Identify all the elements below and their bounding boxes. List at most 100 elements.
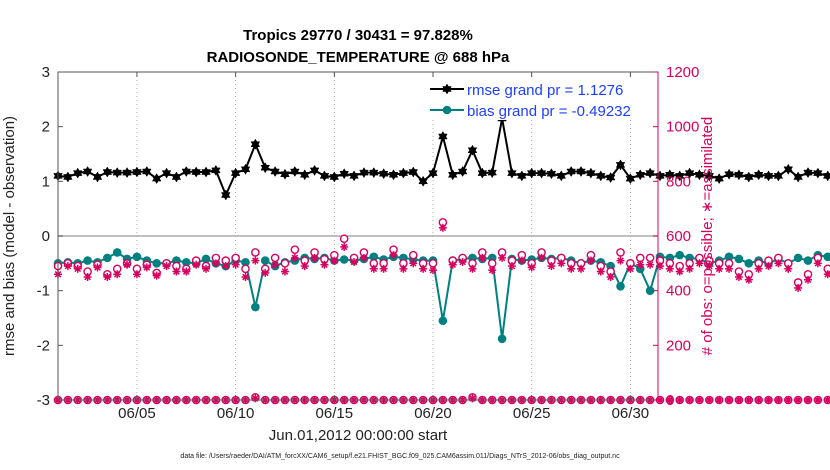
- data-point-possible: [428, 259, 438, 268]
- data-point-rmse: [615, 159, 626, 171]
- data-point-assimilated-bottom: [734, 396, 743, 404]
- data-point-rmse: [734, 169, 744, 181]
- data-point-assimilated-bottom: [813, 396, 822, 404]
- data-point-bias: [152, 259, 161, 268]
- legend-label-bias: bias grand pr = -0.49232: [467, 103, 631, 120]
- data-point-assimilated: [389, 251, 398, 260]
- data-point-assimilated: [616, 256, 625, 265]
- data-point-bias: [497, 334, 507, 344]
- data-point-assimilated: [241, 273, 250, 281]
- data-point-rmse: [566, 166, 576, 177]
- data-point-rmse: [161, 167, 172, 179]
- data-point-assimilated: [192, 260, 201, 269]
- data-point-assimilated: [182, 267, 191, 276]
- data-point-rmse: [388, 169, 399, 181]
- data-point-assimilated-bottom: [804, 396, 812, 404]
- data-point-assimilated: [409, 259, 418, 268]
- data-point-rmse: [803, 167, 813, 179]
- legend-marker-bias: [442, 105, 452, 115]
- data-point-assimilated: [655, 262, 664, 271]
- data-point-rmse: [694, 169, 705, 181]
- data-point-rmse: [595, 170, 606, 182]
- data-point-assimilated: [488, 266, 497, 275]
- data-point-assimilated: [419, 264, 428, 273]
- data-point-rmse: [744, 171, 754, 183]
- data-point-rmse: [220, 189, 231, 201]
- data-point-assimilated: [211, 259, 220, 268]
- x-axis-label: Jun.01,2012 00:00:00 start: [269, 427, 448, 444]
- data-point-assimilated: [93, 263, 102, 272]
- data-point-bias: [734, 254, 744, 264]
- data-point-assimilated: [310, 253, 319, 262]
- data-point-rmse: [319, 170, 330, 182]
- data-point-possible: [231, 253, 240, 263]
- data-point-possible: [241, 264, 250, 274]
- data-point-assimilated: [804, 275, 812, 284]
- data-point-assimilated: [725, 264, 734, 273]
- data-point-rmse: [299, 169, 310, 181]
- x-tick-label: 06/30: [612, 405, 650, 422]
- y-axis-right: 0 200 400 600 800 1000 1200: [653, 64, 699, 409]
- y-axis-left: -3 -2 -1 0 1 2 3: [37, 64, 63, 409]
- data-point-assimilated: [429, 266, 437, 275]
- series-rmse: [53, 113, 830, 201]
- chart-title: Tropics 29770 / 30431 = 97.828%: [243, 27, 473, 44]
- data-point-assimilated: [330, 256, 339, 265]
- legend-circle: [442, 105, 452, 115]
- data-point-assimilated: [754, 264, 763, 273]
- series-assimilated: [54, 223, 830, 292]
- y-tick-label-right: 800: [666, 173, 691, 190]
- data-point-assimilated: [379, 264, 388, 273]
- data-point-assimilated: [547, 262, 556, 271]
- y-axis-label-right: # of obs: o=possible; ∗=assimilated: [699, 117, 716, 356]
- data-point-rmse: [724, 168, 734, 180]
- y-tick-label-right: 1000: [666, 119, 699, 136]
- data-point-rmse: [260, 162, 271, 174]
- data-point-rmse: [714, 173, 724, 185]
- data-point-rmse: [526, 167, 537, 179]
- data-point-assimilated: [280, 267, 289, 276]
- data-point-rmse: [793, 171, 803, 183]
- data-point-rmse: [517, 170, 527, 182]
- data-point-assimilated: [715, 264, 724, 273]
- data-point-assimilated: [784, 264, 793, 273]
- data-point-assimilated: [132, 270, 141, 279]
- data-point-assimilated-bottom: [744, 396, 753, 404]
- data-point-assimilated: [774, 259, 783, 268]
- data-point-rmse: [211, 164, 221, 176]
- legend-box: [424, 78, 654, 120]
- legend-hexagram: [442, 83, 452, 95]
- data-point-assimilated: [438, 223, 447, 232]
- data-point-rmse: [270, 166, 280, 177]
- y-tick-label: -2: [37, 337, 50, 354]
- data-point-rmse: [250, 138, 261, 150]
- data-point-assimilated-bottom: [754, 396, 763, 404]
- data-point-possible: [635, 253, 645, 263]
- legend-marker-rmse: [442, 83, 452, 95]
- data-point-assimilated: [527, 263, 536, 272]
- data-point-assimilated: [300, 262, 309, 271]
- data-point-rmse: [625, 173, 636, 185]
- data-point-rmse: [635, 169, 646, 181]
- y-tick-label-right: 600: [666, 228, 691, 245]
- data-point-bias: [438, 316, 448, 326]
- data-point-assimilated-bottom: [794, 396, 803, 404]
- data-point-assimilated: [73, 264, 82, 273]
- data-file-footnote: data file: /Users/raeder/DAI/ATM_forcXX/…: [180, 453, 620, 460]
- y-tick-label: 2: [42, 119, 50, 136]
- data-point-rmse: [112, 167, 122, 179]
- data-point-assimilated: [586, 256, 595, 265]
- data-point-assimilated-bottom: [468, 394, 477, 403]
- data-point-assimilated: [498, 253, 507, 262]
- data-point-assimilated: [261, 268, 270, 277]
- data-point-rmse: [398, 167, 409, 179]
- data-point-rmse: [763, 170, 774, 182]
- data-point-bias: [132, 252, 142, 262]
- data-point-assimilated-bottom: [725, 396, 734, 404]
- data-point-rmse: [309, 164, 320, 176]
- y-tick-label: -1: [37, 283, 50, 300]
- data-point-rmse: [72, 167, 83, 179]
- data-point-assimilated-bottom: [774, 396, 783, 404]
- data-point-assimilated: [359, 253, 368, 262]
- data-point-assimilated-bottom: [695, 396, 704, 404]
